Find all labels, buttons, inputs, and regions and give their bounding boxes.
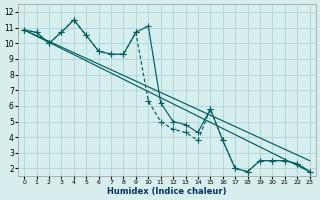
X-axis label: Humidex (Indice chaleur): Humidex (Indice chaleur) xyxy=(107,187,227,196)
